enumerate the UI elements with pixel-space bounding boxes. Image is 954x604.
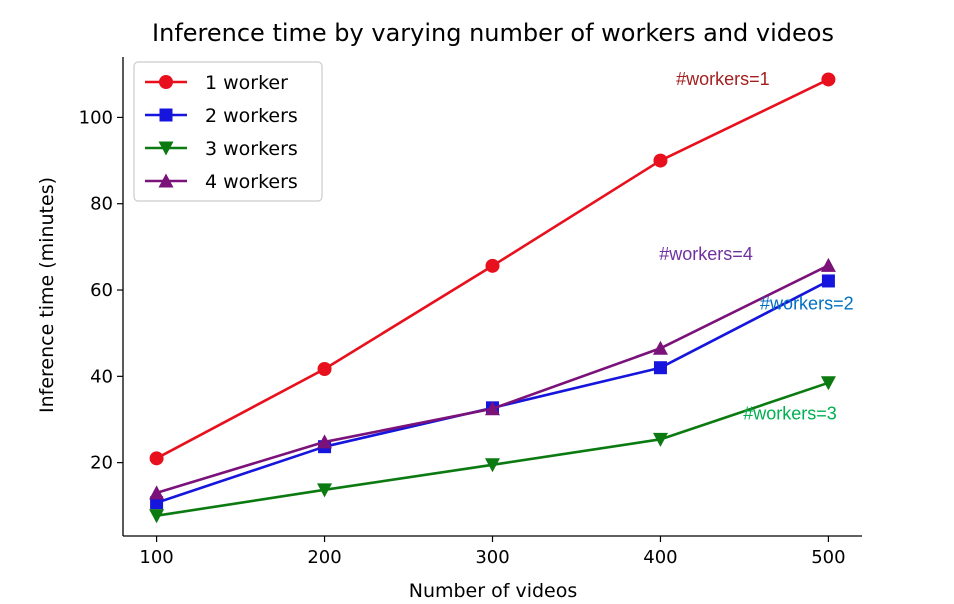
series-3 [149,376,836,524]
data-point [820,376,836,391]
y-axis-label: Inference time (minutes) [36,177,58,413]
data-point [317,434,333,449]
y-tick-label: 20 [90,453,113,474]
data-point [485,458,500,473]
data-point [485,258,500,273]
legend-marker [158,141,174,156]
legend-label: 1 worker [205,72,288,94]
annotation-label: #workers=2 [760,293,854,313]
y-axis-ticks: 20 40 60 80 100 [79,107,123,474]
legend-item: 2 workers [145,105,298,127]
x-tick-label: 400 [643,547,677,568]
annotation-label: #workers=4 [659,244,753,264]
legend-item: 3 workers [145,138,298,160]
legend: 1 worker 2 workers 3 workers 4 workers [133,61,323,202]
legend-marker [159,75,173,89]
y-tick-label: 80 [90,194,113,215]
data-point [149,485,165,500]
annotation-label: #workers=1 [676,69,770,89]
data-point [821,72,836,87]
x-tick-label: 500 [811,547,845,568]
data-point [149,451,164,466]
series-layer [149,72,836,524]
data-point [149,509,165,524]
legend-label: 2 workers [205,105,298,127]
chart-title: Inference time by varying number of work… [152,19,834,47]
x-tick-label: 100 [139,547,173,568]
annotation-label: #workers=3 [743,403,837,423]
y-tick-label: 40 [90,366,113,387]
legend-label: 3 workers [205,138,298,160]
data-point [652,340,668,355]
data-point [652,432,668,447]
annotations-layer: #workers=1 #workers=4 #workers=2 #workers=3 [659,69,853,423]
series-4 [149,257,836,500]
x-axis-ticks: 100 200 300 400 500 [139,536,846,568]
x-tick-label: 200 [307,547,341,568]
series-1 [149,72,836,466]
legend-label: 4 workers [205,171,298,193]
data-point [653,153,668,168]
legend-marker [159,108,173,122]
y-tick-label: 60 [90,280,113,301]
data-point [485,401,500,416]
x-axis-label: Number of videos [409,580,578,602]
y-tick-label: 100 [79,107,113,128]
data-point [317,483,333,498]
series-2 [150,274,835,510]
data-point [653,361,667,375]
legend-item: 4 workers [145,171,298,193]
data-point [317,361,332,376]
data-point [820,257,836,272]
legend-box [133,61,323,202]
x-tick-label: 300 [475,547,509,568]
legend-item: 1 worker [145,72,288,94]
legend-marker [158,173,174,188]
data-point [821,274,835,288]
data-point [150,496,164,510]
